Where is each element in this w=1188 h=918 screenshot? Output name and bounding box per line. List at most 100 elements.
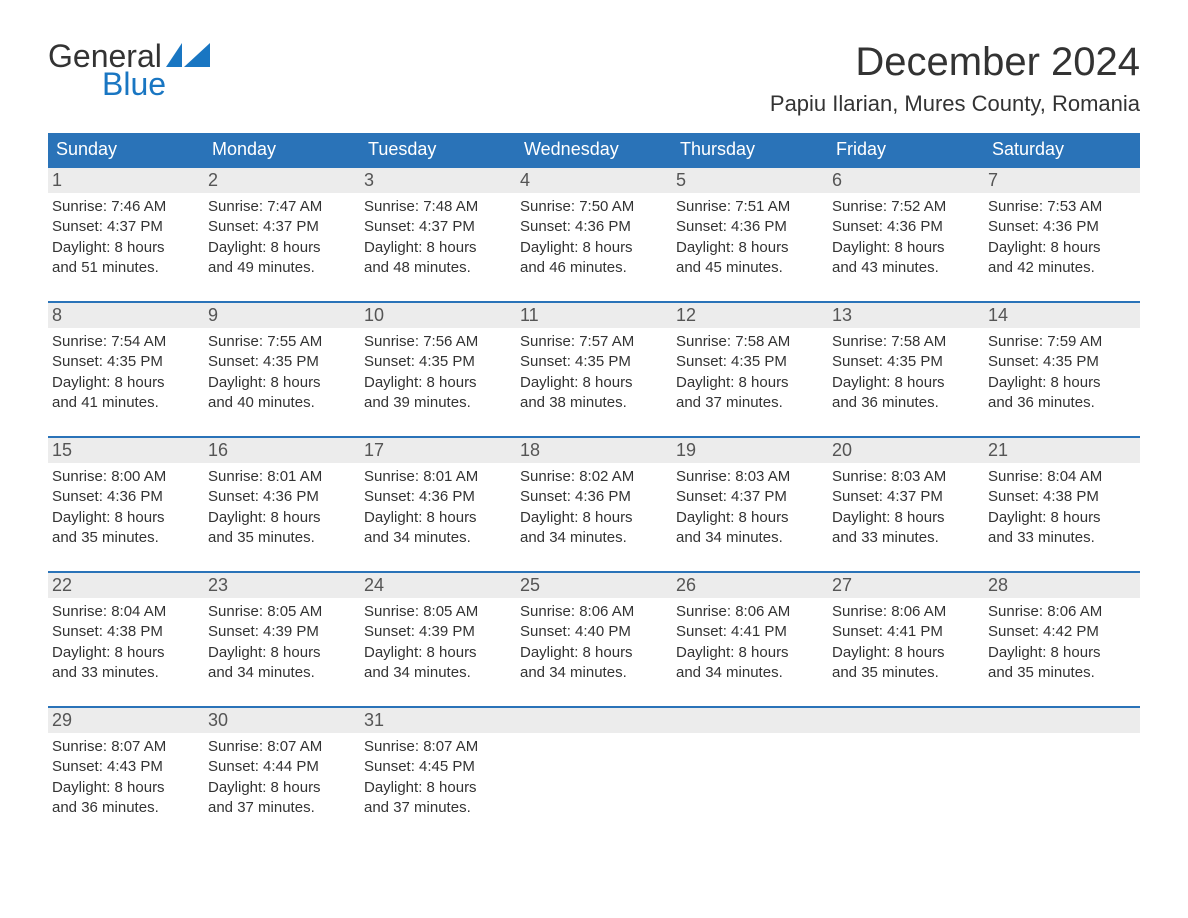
day-sunset: Sunset: 4:36 PM: [988, 217, 1132, 237]
day-number-row: 22232425262728: [48, 573, 1140, 598]
day-day1: Daylight: 8 hours: [52, 373, 196, 393]
day-cell: Sunrise: 7:46 AMSunset: 4:37 PMDaylight:…: [48, 193, 204, 283]
day-day2: and 41 minutes.: [52, 393, 196, 413]
day-day2: and 36 minutes.: [52, 798, 196, 818]
day-cell: Sunrise: 7:50 AMSunset: 4:36 PMDaylight:…: [516, 193, 672, 283]
day-number: 26: [672, 573, 828, 598]
day-sunrise: Sunrise: 8:01 AM: [364, 467, 508, 487]
day-day2: and 37 minutes.: [208, 798, 352, 818]
day-day1: Daylight: 8 hours: [832, 643, 976, 663]
day-day1: Daylight: 8 hours: [832, 238, 976, 258]
dow-sun: Sunday: [48, 133, 204, 166]
day-sunrise: Sunrise: 7:57 AM: [520, 332, 664, 352]
day-day2: and 35 minutes.: [988, 663, 1132, 683]
day-cell: Sunrise: 7:58 AMSunset: 4:35 PMDaylight:…: [672, 328, 828, 418]
day-day2: and 34 minutes.: [520, 663, 664, 683]
day-sunset: Sunset: 4:35 PM: [520, 352, 664, 372]
day-cell: Sunrise: 8:07 AMSunset: 4:44 PMDaylight:…: [204, 733, 360, 823]
day-cell: Sunrise: 7:57 AMSunset: 4:35 PMDaylight:…: [516, 328, 672, 418]
calendar-week: 293031Sunrise: 8:07 AMSunset: 4:43 PMDay…: [48, 706, 1140, 823]
day-number-row: 15161718192021: [48, 438, 1140, 463]
day-sunrise: Sunrise: 7:52 AM: [832, 197, 976, 217]
day-sunset: Sunset: 4:41 PM: [676, 622, 820, 642]
day-cell: [828, 733, 984, 823]
title-block: December 2024 Papiu Ilarian, Mures Count…: [770, 40, 1140, 117]
calendar-week: 22232425262728Sunrise: 8:04 AMSunset: 4:…: [48, 571, 1140, 688]
day-number: 2: [204, 168, 360, 193]
day-day1: Daylight: 8 hours: [520, 238, 664, 258]
day-day2: and 43 minutes.: [832, 258, 976, 278]
day-sunrise: Sunrise: 7:58 AM: [676, 332, 820, 352]
day-day2: and 33 minutes.: [832, 528, 976, 548]
day-number: 8: [48, 303, 204, 328]
day-sunset: Sunset: 4:36 PM: [364, 487, 508, 507]
day-sunset: Sunset: 4:35 PM: [364, 352, 508, 372]
day-cell: Sunrise: 7:59 AMSunset: 4:35 PMDaylight:…: [984, 328, 1140, 418]
day-day2: and 34 minutes.: [364, 663, 508, 683]
day-day1: Daylight: 8 hours: [208, 643, 352, 663]
day-number: 19: [672, 438, 828, 463]
day-number: 3: [360, 168, 516, 193]
day-number: [672, 708, 828, 733]
day-sunrise: Sunrise: 7:51 AM: [676, 197, 820, 217]
day-day1: Daylight: 8 hours: [364, 508, 508, 528]
day-sunrise: Sunrise: 8:06 AM: [832, 602, 976, 622]
day-day1: Daylight: 8 hours: [208, 778, 352, 798]
day-sunrise: Sunrise: 8:02 AM: [520, 467, 664, 487]
day-cell: Sunrise: 7:56 AMSunset: 4:35 PMDaylight:…: [360, 328, 516, 418]
day-sunrise: Sunrise: 8:06 AM: [676, 602, 820, 622]
day-day1: Daylight: 8 hours: [364, 643, 508, 663]
day-number: 27: [828, 573, 984, 598]
day-sunset: Sunset: 4:36 PM: [676, 217, 820, 237]
day-number: 12: [672, 303, 828, 328]
day-sunrise: Sunrise: 7:56 AM: [364, 332, 508, 352]
day-day1: Daylight: 8 hours: [988, 238, 1132, 258]
day-cell: Sunrise: 8:06 AMSunset: 4:42 PMDaylight:…: [984, 598, 1140, 688]
month-title: December 2024: [770, 40, 1140, 85]
day-sunset: Sunset: 4:39 PM: [208, 622, 352, 642]
day-sunrise: Sunrise: 8:00 AM: [52, 467, 196, 487]
day-sunrise: Sunrise: 8:05 AM: [208, 602, 352, 622]
day-day2: and 37 minutes.: [364, 798, 508, 818]
day-cell: Sunrise: 8:04 AMSunset: 4:38 PMDaylight:…: [48, 598, 204, 688]
day-cell: Sunrise: 8:05 AMSunset: 4:39 PMDaylight:…: [204, 598, 360, 688]
dow-mon: Monday: [204, 133, 360, 166]
day-sunrise: Sunrise: 7:50 AM: [520, 197, 664, 217]
day-number: 25: [516, 573, 672, 598]
day-cell: [672, 733, 828, 823]
header-row: General Blue December 2024 Papiu Ilarian…: [48, 40, 1140, 117]
day-day2: and 33 minutes.: [52, 663, 196, 683]
day-number: 21: [984, 438, 1140, 463]
day-sunrise: Sunrise: 8:07 AM: [52, 737, 196, 757]
day-cell: Sunrise: 7:55 AMSunset: 4:35 PMDaylight:…: [204, 328, 360, 418]
day-day2: and 35 minutes.: [832, 663, 976, 683]
day-number: [984, 708, 1140, 733]
day-cell: Sunrise: 7:58 AMSunset: 4:35 PMDaylight:…: [828, 328, 984, 418]
day-day2: and 46 minutes.: [520, 258, 664, 278]
day-cell: Sunrise: 7:54 AMSunset: 4:35 PMDaylight:…: [48, 328, 204, 418]
day-day1: Daylight: 8 hours: [832, 373, 976, 393]
day-day2: and 49 minutes.: [208, 258, 352, 278]
day-sunrise: Sunrise: 8:06 AM: [520, 602, 664, 622]
day-day2: and 51 minutes.: [52, 258, 196, 278]
day-day2: and 40 minutes.: [208, 393, 352, 413]
day-cell: Sunrise: 8:07 AMSunset: 4:45 PMDaylight:…: [360, 733, 516, 823]
day-cell: Sunrise: 7:47 AMSunset: 4:37 PMDaylight:…: [204, 193, 360, 283]
day-sunrise: Sunrise: 7:58 AM: [832, 332, 976, 352]
day-sunrise: Sunrise: 7:48 AM: [364, 197, 508, 217]
day-day2: and 34 minutes.: [520, 528, 664, 548]
day-day1: Daylight: 8 hours: [52, 778, 196, 798]
day-cell: Sunrise: 7:53 AMSunset: 4:36 PMDaylight:…: [984, 193, 1140, 283]
day-number: [828, 708, 984, 733]
day-day2: and 36 minutes.: [832, 393, 976, 413]
day-sunset: Sunset: 4:40 PM: [520, 622, 664, 642]
day-sunset: Sunset: 4:37 PM: [208, 217, 352, 237]
day-day1: Daylight: 8 hours: [52, 643, 196, 663]
day-sunset: Sunset: 4:41 PM: [832, 622, 976, 642]
day-sunset: Sunset: 4:37 PM: [52, 217, 196, 237]
day-sunrise: Sunrise: 8:05 AM: [364, 602, 508, 622]
day-sunset: Sunset: 4:36 PM: [520, 487, 664, 507]
day-day1: Daylight: 8 hours: [988, 373, 1132, 393]
day-sunset: Sunset: 4:36 PM: [520, 217, 664, 237]
day-number: 9: [204, 303, 360, 328]
